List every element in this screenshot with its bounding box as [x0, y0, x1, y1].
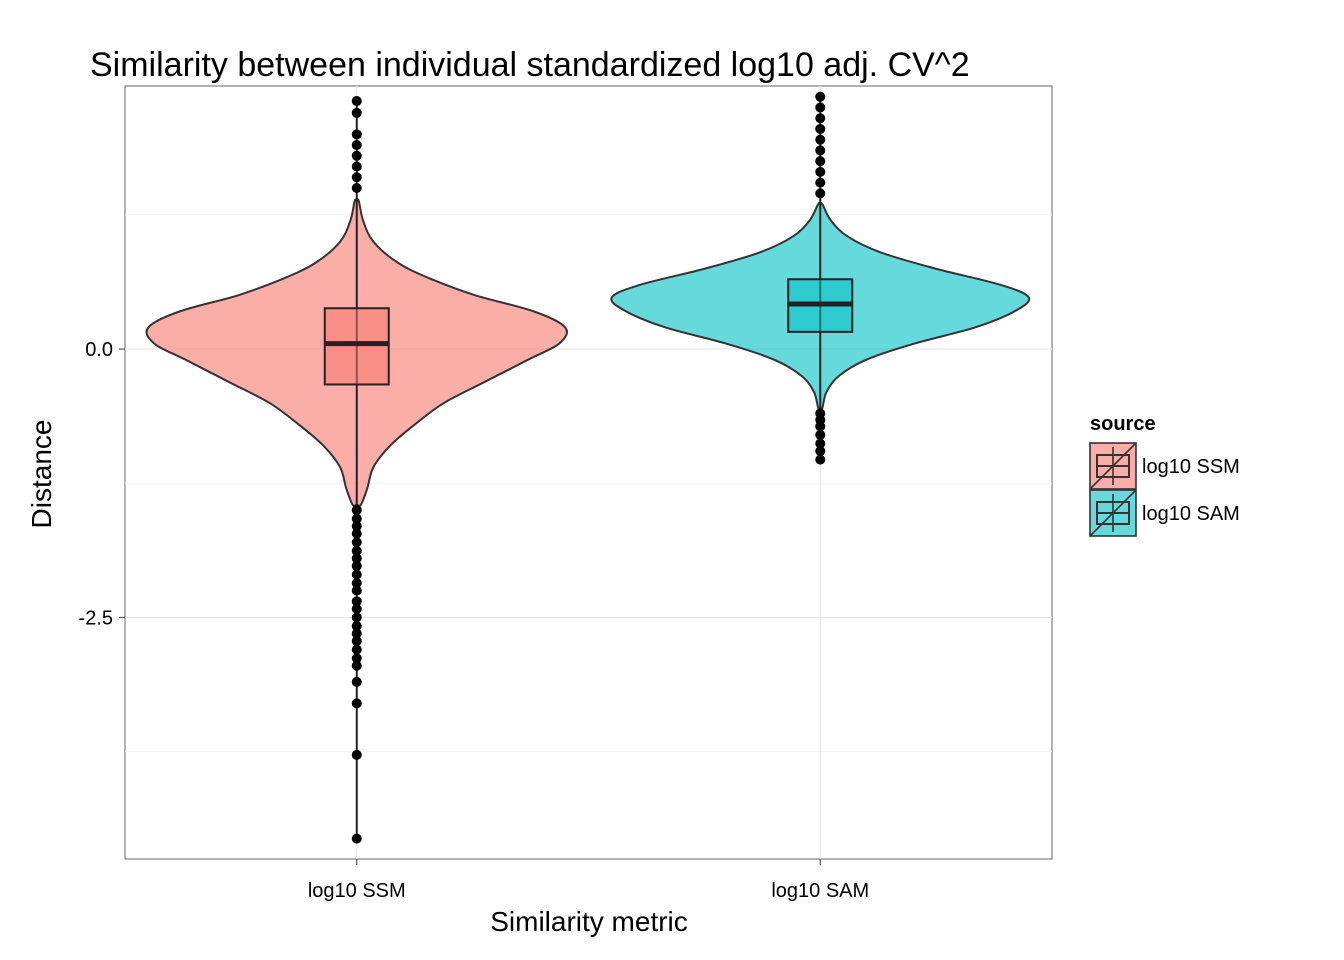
outlier-point: [815, 454, 826, 465]
violins: [145, 91, 1031, 844]
outlier-point: [351, 161, 362, 172]
chart-title: Similarity between individual standardiz…: [90, 46, 970, 84]
outlier-point: [815, 102, 826, 113]
violin-group-2: [610, 91, 1031, 465]
outlier-point: [351, 621, 362, 632]
outlier-point: [351, 676, 362, 687]
outlier-point: [351, 578, 362, 589]
outlier-point: [351, 182, 362, 193]
outlier-point: [351, 107, 362, 118]
box-iqr: [323, 307, 390, 386]
plot-panel: [124, 85, 1053, 860]
outlier-point: [351, 585, 362, 596]
outlier-point: [351, 521, 362, 532]
outlier-point: [815, 188, 826, 199]
outlier-point: [351, 698, 362, 709]
outlier-point: [351, 596, 362, 607]
outlier-point: [351, 653, 362, 664]
y-axis-ticks: -2.5 0.0: [79, 339, 125, 629]
violin-group-1: [145, 96, 568, 844]
legend-title: source: [1090, 413, 1156, 435]
outlier-point: [351, 560, 362, 571]
outlier-point: [351, 537, 362, 548]
outlier-point: [351, 749, 362, 760]
outlier-point: [815, 408, 826, 419]
outlier-point: [815, 446, 826, 457]
outlier-point: [351, 528, 362, 539]
outlier-point: [815, 429, 826, 440]
outlier-point: [351, 129, 362, 140]
outlier-point: [351, 140, 362, 151]
outlier-point: [815, 91, 826, 102]
outlier-point: [815, 145, 826, 156]
legend-label: log10 SSM: [1142, 456, 1240, 478]
y-tick-label: 0.0: [85, 339, 113, 361]
outlier-point: [351, 603, 362, 614]
outlier-point: [351, 505, 362, 516]
outlier-point: [351, 833, 362, 844]
legend-item: log10 SAM: [1089, 489, 1240, 537]
x-axis-ticks: log10 SSM log10 SAM: [308, 859, 869, 902]
x-tick-label: log10 SSM: [308, 880, 406, 902]
outlier-point: [815, 166, 826, 177]
outlier-point: [351, 644, 362, 655]
legend-item: log10 SSM: [1089, 442, 1240, 490]
outlier-point: [351, 612, 362, 623]
outlier-point: [351, 636, 362, 647]
outlier-point: [351, 569, 362, 580]
outlier-point: [351, 553, 362, 564]
outlier-point: [815, 134, 826, 145]
outlier-point: [351, 513, 362, 524]
outlier-point: [815, 438, 826, 449]
outlier-point: [351, 172, 362, 183]
outlier-point: [815, 177, 826, 188]
outlier-point: [815, 113, 826, 124]
outlier-point: [351, 545, 362, 556]
outlier-point: [351, 628, 362, 639]
y-axis-title: Distance: [26, 420, 57, 529]
outlier-point: [815, 123, 826, 134]
legend: source log10 SSM log10 SAM: [1089, 413, 1240, 537]
y-tick-label: -2.5: [79, 607, 113, 629]
outlier-point: [351, 660, 362, 671]
outlier-point: [815, 156, 826, 167]
outlier-point: [351, 96, 362, 107]
legend-label: log10 SAM: [1142, 503, 1240, 525]
outlier-point: [351, 150, 362, 161]
x-axis-title: Similarity metric: [490, 906, 688, 937]
x-tick-label: log10 SAM: [771, 880, 869, 902]
